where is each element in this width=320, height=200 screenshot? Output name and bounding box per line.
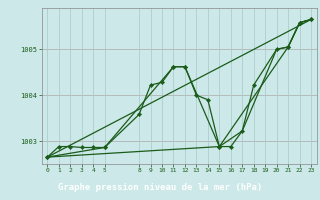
Text: Graphe pression niveau de la mer (hPa): Graphe pression niveau de la mer (hPa) [58, 183, 262, 192]
